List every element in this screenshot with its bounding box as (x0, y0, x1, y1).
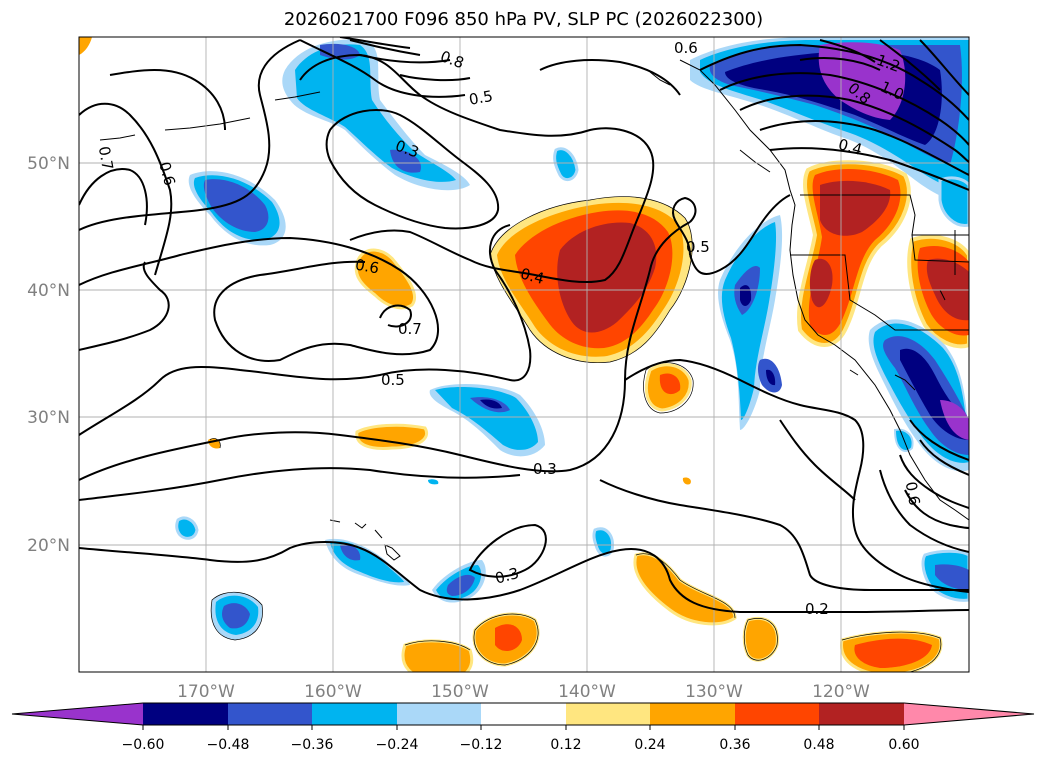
pv-anomaly-positive-small (79, 37, 943, 672)
contour-label: 0.6 (354, 256, 381, 278)
colorbar-tick-label: −0.12 (460, 737, 503, 753)
contour-label: 0.5 (381, 371, 405, 389)
lon-label-140w: 140°W (558, 682, 616, 702)
pv-outline-lines (209, 196, 942, 672)
colorbar-tick-label: 0.24 (634, 737, 665, 753)
colorbar-tick-label: 0.48 (803, 737, 834, 753)
colorbar-tick-label: −0.36 (291, 737, 334, 753)
colorbar-segment (735, 703, 819, 725)
colorbar-segment (650, 703, 735, 725)
colorbar-tick-label: −0.48 (207, 737, 250, 753)
colorbar-tick-label: 0.36 (719, 737, 750, 753)
colorbar-tick-label: 0.60 (888, 737, 919, 753)
slp-contours (79, 37, 969, 614)
colorbar-segment (819, 703, 904, 725)
lon-label-130w: 130°W (685, 682, 743, 702)
lon-label-120w: 120°W (812, 682, 870, 702)
contour-label: 0.3 (493, 564, 521, 588)
contour-label: 0.5 (468, 87, 495, 109)
colorbar-segment (228, 703, 312, 725)
graticule (79, 37, 969, 672)
longitude-labels: 170°W 160°W 150°W 140°W 130°W 120°W (177, 682, 870, 702)
lon-label-160w: 160°W (304, 682, 362, 702)
lat-label-40n: 40°N (27, 281, 70, 301)
contour-label: 0.4 (518, 264, 546, 288)
colorbar-tick-label: 0.12 (550, 737, 581, 753)
lat-label-50n: 50°N (27, 154, 70, 174)
contour-labels: 0.3 0.4 0.5 0.6 0.7 0.3 0.5 0.6 0.7 0.2 … (95, 39, 924, 618)
contour-label: 0.5 (686, 238, 710, 256)
colorbar: −0.60 −0.48 −0.36 −0.24 −0.12 0.12 0.24 … (11, 702, 1035, 753)
colorbar-ticks (142, 725, 905, 730)
colorbar-extend-right (904, 703, 1034, 725)
pv-anomaly-positive-central (490, 196, 693, 363)
pv-shading-layer: 0.3 0.4 0.5 0.6 0.7 0.3 0.5 0.6 0.7 0.2 … (79, 37, 969, 672)
colorbar-segment (566, 703, 650, 725)
contour-label: 0.8 (438, 47, 467, 72)
contour-label: 0.6 (902, 480, 924, 507)
plot-frame (78, 36, 970, 673)
contour-label: 0.3 (533, 460, 557, 478)
contour-label: 0.6 (674, 39, 698, 57)
pv-anomaly-positive-westcoast (797, 160, 969, 349)
map-title: 2026021700 F096 850 hPa PV, SLP PC (2026… (283, 9, 764, 30)
colorbar-segment (481, 703, 566, 725)
contour-label: 0.7 (95, 145, 117, 172)
lon-label-170w: 170°W (177, 682, 235, 702)
colorbar-segment (143, 703, 228, 725)
colorbar-tick-label: −0.60 (122, 737, 165, 753)
contour-label: 0.6 (155, 160, 179, 188)
contour-label: 0.2 (805, 600, 829, 618)
colorbar-segment (312, 703, 397, 725)
colorbar-tick-label: −0.24 (376, 737, 419, 753)
colorbar-extend-left (12, 703, 143, 725)
contour-label: 0.7 (398, 320, 422, 338)
lat-label-30n: 30°N (27, 408, 70, 428)
lon-label-150w: 150°W (431, 682, 489, 702)
colorbar-segment (397, 703, 481, 725)
latitude-labels: 50°N 40°N 30°N 20°N (27, 154, 70, 556)
lat-label-20n: 20°N (27, 536, 70, 556)
contour-label: 0.4 (836, 135, 864, 159)
coastlines (99, 59, 969, 561)
